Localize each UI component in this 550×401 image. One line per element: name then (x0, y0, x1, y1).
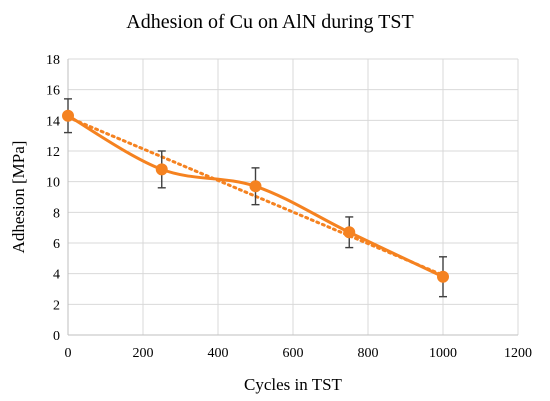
y-axis-label: Adhesion [MPa] (9, 141, 28, 254)
data-point (249, 180, 262, 193)
y-tick-label: 16 (46, 84, 60, 99)
y-tick-label: 2 (53, 298, 60, 313)
y-tick-label: 6 (53, 237, 60, 252)
data-point (62, 109, 74, 122)
x-tick-label: 0 (65, 346, 72, 361)
x-tick-label: 600 (283, 346, 304, 361)
tick-labels: 0 2 4 6 8 10 12 14 16 18 0 200 400 600 800 1000 1200 (46, 53, 532, 361)
x-tick-label: 1000 (429, 346, 457, 361)
data-point (343, 226, 356, 239)
x-tick-label: 800 (358, 346, 379, 361)
y-tick-label: 10 (46, 176, 60, 191)
y-tick-label: 18 (46, 53, 60, 68)
data-point (437, 270, 449, 283)
grid-lines (68, 58, 519, 335)
y-tick-label: 0 (53, 329, 60, 344)
y-tick-label: 14 (46, 114, 60, 129)
data-point (155, 163, 168, 176)
x-tick-label: 1200 (504, 346, 532, 361)
y-tick-label: 4 (53, 268, 60, 283)
y-tick-label: 12 (46, 145, 60, 160)
chart-title: Adhesion of Cu on AlN during TST (126, 11, 413, 33)
y-tick-label: 8 (53, 206, 60, 221)
x-tick-label: 400 (208, 346, 229, 361)
x-axis-label: Cycles in TST (244, 375, 343, 394)
series-adhesion (62, 98, 449, 298)
x-tick-label: 200 (133, 346, 154, 361)
